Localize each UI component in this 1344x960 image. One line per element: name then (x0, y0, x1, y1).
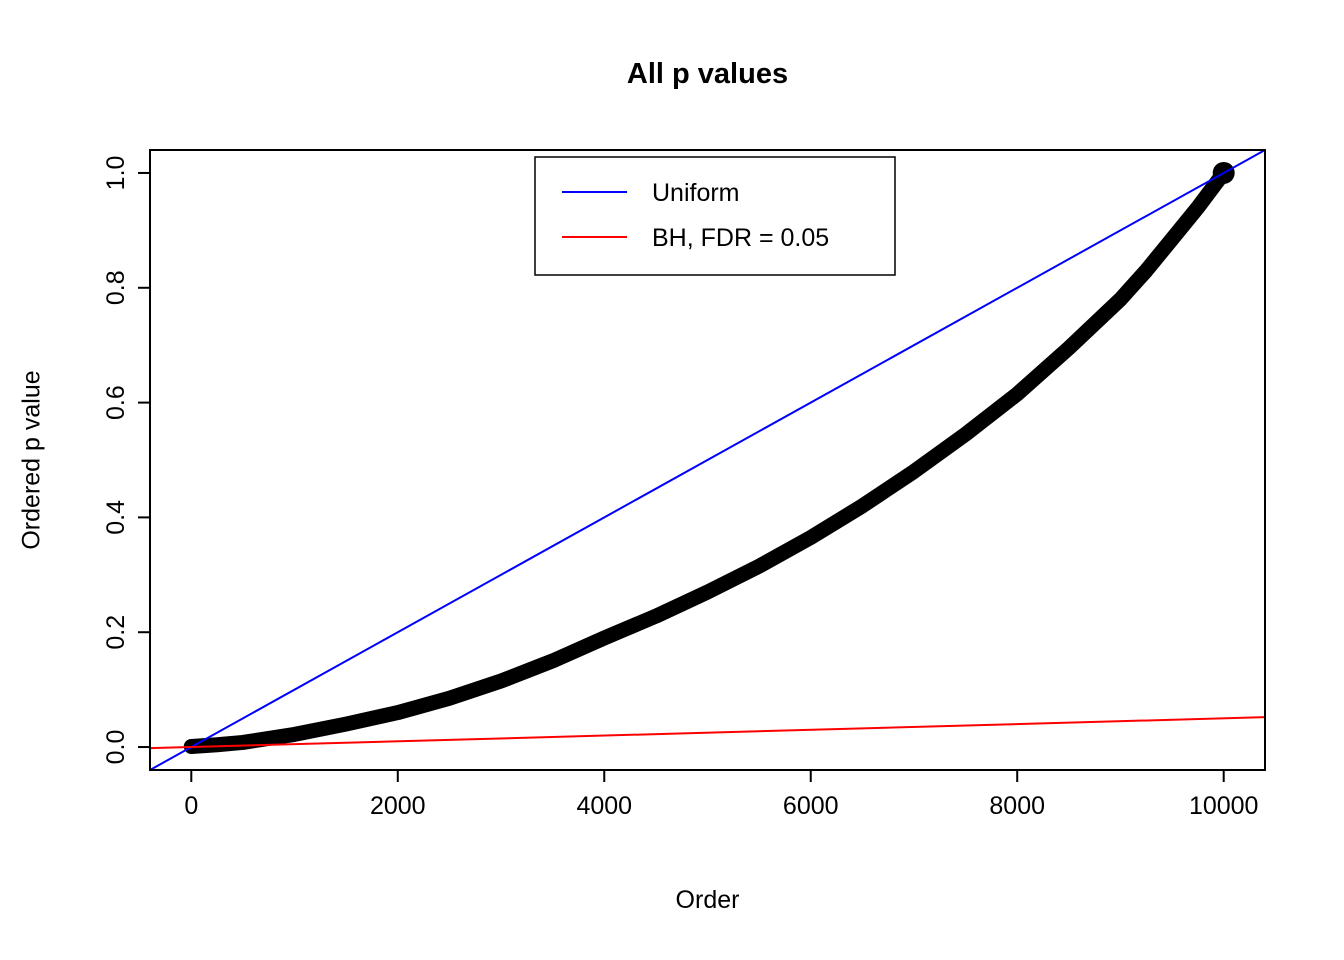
legend-label: Uniform (652, 179, 740, 207)
series-ordered-p-values (183, 165, 1232, 754)
y-axis-title: Ordered p value (17, 370, 46, 550)
chart-title: All p values (626, 58, 789, 90)
legend-label: BH, FDR = 0.05 (652, 224, 829, 252)
y-tick-label: 0.0 (102, 730, 130, 765)
y-tick-label: 0.6 (102, 385, 130, 420)
x-tick-label: 4000 (576, 792, 632, 820)
plot-box (149, 149, 1266, 771)
x-tick-label: 2000 (370, 792, 426, 820)
legend-box (534, 156, 896, 276)
x-tick-label: 10000 (1189, 792, 1259, 820)
x-tick-label: 8000 (989, 792, 1045, 820)
x-tick-label: 6000 (783, 792, 839, 820)
y-tick-label: 0.2 (102, 615, 130, 650)
x-axis-title: Order (675, 886, 740, 914)
y-tick-label: 0.8 (102, 270, 130, 305)
abline-uniform (149, 149, 1266, 771)
y-tick-label: 1.0 (102, 156, 130, 191)
x-tick-label: 0 (184, 792, 198, 820)
abline-bh-fdr-0-05 (149, 716, 1266, 750)
y-tick-label: 0.4 (102, 500, 130, 535)
